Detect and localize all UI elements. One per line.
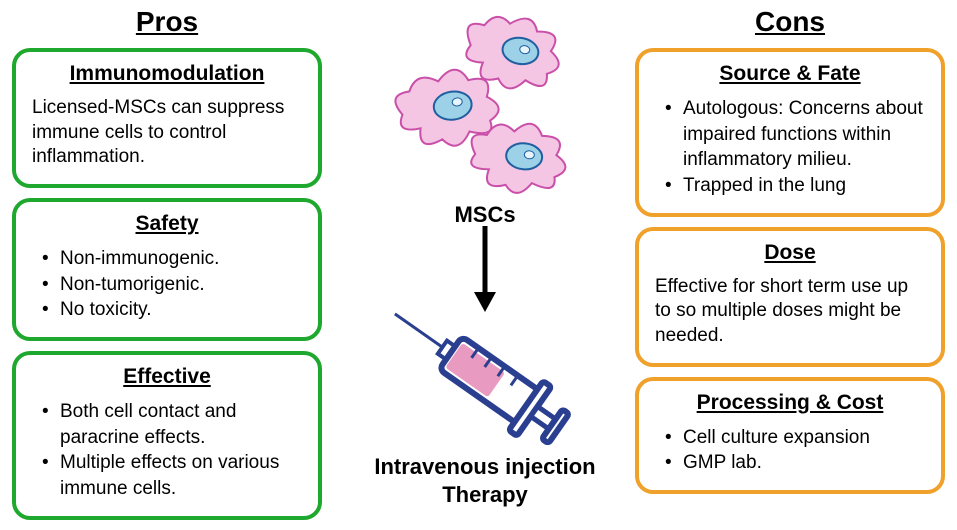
injection-label: Intravenous injection Therapy xyxy=(374,453,595,508)
card-list: Autologous: Concerns about impaired func… xyxy=(655,96,925,199)
msc-cells-icon xyxy=(365,8,605,198)
list-item: Non-immunogenic. xyxy=(38,246,302,272)
list-item: GMP lab. xyxy=(661,450,925,476)
list-item: Trapped in the lung xyxy=(661,173,925,199)
card-title: Safety xyxy=(32,212,302,236)
pros-heading: Pros xyxy=(136,6,198,38)
card-title: Immunomodulation xyxy=(32,62,302,86)
cons-card-processing-cost: Processing & Cost Cell culture expansion… xyxy=(635,377,945,494)
card-list: Cell culture expansion GMP lab. xyxy=(655,425,925,476)
card-title: Effective xyxy=(32,365,302,389)
cons-card-dose: Dose Effective for short term use up to … xyxy=(635,227,945,367)
list-item: Autologous: Concerns about impaired func… xyxy=(661,96,925,173)
card-list: Non-immunogenic. Non-tumorigenic. No tox… xyxy=(32,246,302,323)
cons-heading: Cons xyxy=(755,6,825,38)
syringe-icon xyxy=(380,310,590,445)
pros-card-effective: Effective Both cell contact and paracrin… xyxy=(12,351,322,520)
card-text: Effective for short term use up to so mu… xyxy=(655,275,925,349)
list-item: Non-tumorigenic. xyxy=(38,272,302,298)
card-title: Source & Fate xyxy=(655,62,925,86)
injection-label-line2: Therapy xyxy=(442,482,528,507)
injection-label-line1: Intravenous injection xyxy=(374,454,595,479)
card-list: Both cell contact and paracrine effects.… xyxy=(32,399,302,502)
card-title: Processing & Cost xyxy=(655,391,925,415)
cons-column: Cons Source & Fate Autologous: Concerns … xyxy=(635,0,945,504)
list-item: Multiple effects on various immune cells… xyxy=(38,450,302,501)
list-item: Both cell contact and paracrine effects. xyxy=(38,399,302,450)
card-title: Dose xyxy=(655,241,925,265)
pros-card-safety: Safety Non-immunogenic. Non-tumorigenic.… xyxy=(12,198,322,341)
center-column: MSCs Intravenous injectio xyxy=(335,8,635,508)
list-item: No toxicity. xyxy=(38,297,302,323)
card-text: Licensed-MSCs can suppress immune cells … xyxy=(32,96,302,170)
arrow-down-icon xyxy=(470,224,500,314)
cons-card-source-fate: Source & Fate Autologous: Concerns about… xyxy=(635,48,945,217)
pros-column: Pros Immunomodulation Licensed-MSCs can … xyxy=(12,0,322,530)
pros-card-immunomodulation: Immunomodulation Licensed-MSCs can suppr… xyxy=(12,48,322,188)
list-item: Cell culture expansion xyxy=(661,425,925,451)
